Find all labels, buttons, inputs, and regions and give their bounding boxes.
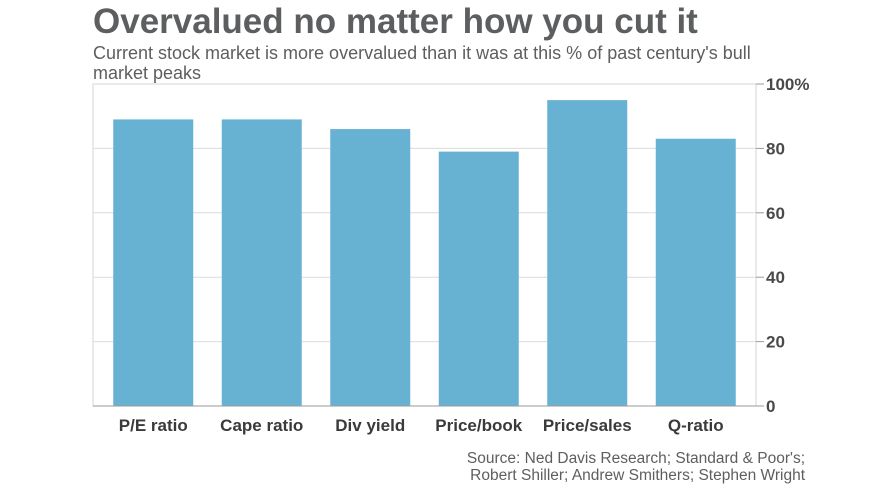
chart-title: Overvalued no matter how you cut it — [93, 2, 698, 41]
x-category-label: Cape ratio — [220, 416, 303, 435]
x-category-label: Q-ratio — [668, 416, 724, 435]
y-tick-label: 60 — [766, 204, 785, 223]
y-tick-label: 20 — [766, 333, 785, 352]
chart-subtitle: Current stock market is more overvalued … — [93, 43, 751, 83]
x-category-label: Price/book — [435, 416, 522, 435]
gridlines — [93, 147, 756, 343]
bar — [547, 100, 628, 406]
bars — [113, 100, 736, 407]
y-tick-label: 80 — [766, 139, 785, 158]
x-category-label: P/E ratio — [119, 416, 188, 435]
y-tick-label: 100% — [766, 75, 809, 94]
bar — [221, 119, 302, 407]
x-category-label: Price/sales — [543, 416, 632, 435]
source-line: Source: Ned Davis Research; Standard & P… — [466, 450, 805, 467]
bar — [655, 138, 736, 407]
bar — [330, 129, 411, 406]
source-line: Robert Shiller; Andrew Smithers; Stephen… — [470, 467, 805, 484]
bar — [113, 119, 194, 407]
y-axis-ticks: 0 20 40 60 80 100% — [756, 75, 809, 416]
bar — [438, 151, 519, 406]
x-category-label: Div yield — [335, 416, 405, 435]
source-note: Source: Ned Davis Research; Standard & P… — [467, 450, 805, 484]
x-axis-labels: P/E ratio Cape ratio Div yield Price/book Pr… — [119, 416, 724, 435]
y-tick-label: 40 — [766, 268, 785, 287]
y-tick-label: 0 — [766, 397, 775, 416]
